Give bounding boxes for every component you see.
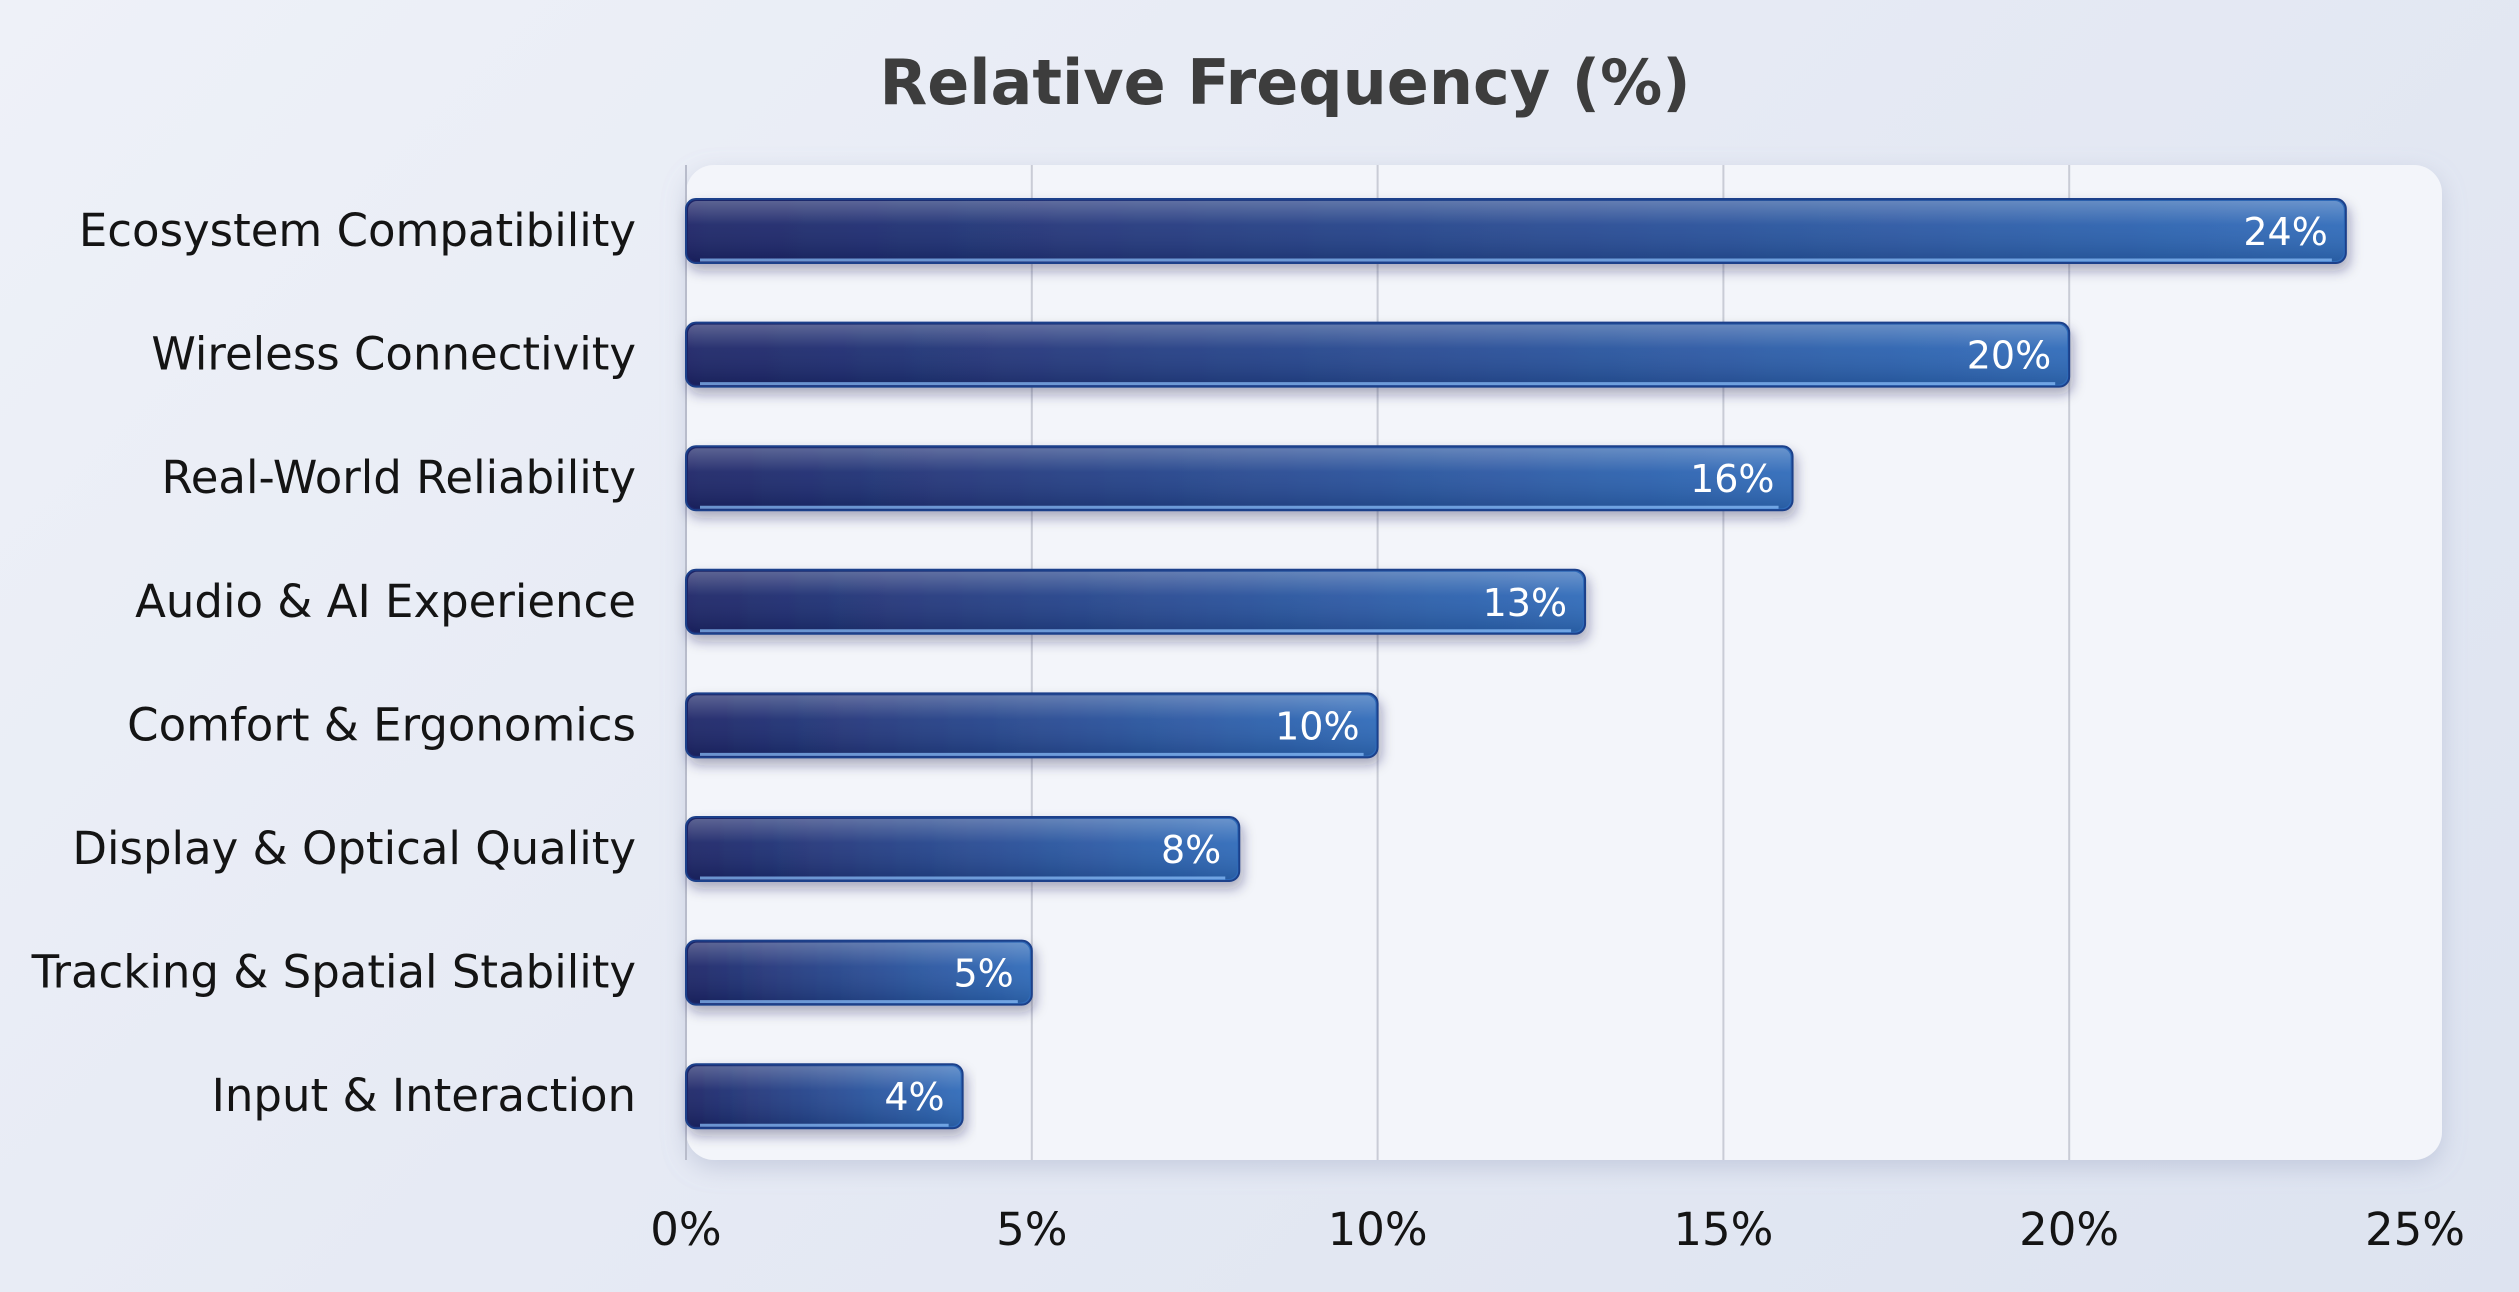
category-label: Tracking & Spatial Stability	[31, 946, 636, 999]
bar-gloss	[688, 695, 1376, 756]
category-label: Input & Interaction	[212, 1069, 636, 1122]
x-tick-label: 25%	[2365, 1203, 2465, 1256]
plot-panel	[686, 165, 2442, 1160]
x-tick-label: 5%	[996, 1203, 1067, 1256]
chart-title: Relative Frequency (%)	[879, 46, 1690, 119]
bar-value-label: 10%	[1275, 704, 1359, 748]
category-label: Comfort & Ergonomics	[127, 698, 636, 751]
bar-value-label: 8%	[1161, 828, 1221, 872]
bar-value-label: 16%	[1690, 457, 1774, 501]
bar-gloss	[688, 819, 1238, 879]
bar-gloss	[688, 201, 2344, 261]
bar-gloss	[688, 1066, 961, 1127]
bar-gloss	[688, 448, 1791, 509]
bar-value-label: 20%	[1967, 334, 2051, 378]
category-label: Wireless Connectivity	[151, 328, 636, 381]
bar-value-label: 4%	[884, 1075, 944, 1119]
x-tick-label: 15%	[1673, 1203, 1773, 1256]
bar-gloss	[688, 942, 1030, 1003]
x-tick-label: 10%	[1328, 1203, 1428, 1256]
category-label: Display & Optical Quality	[72, 822, 636, 875]
bar-value-label: 13%	[1483, 581, 1567, 625]
category-label: Real-World Reliability	[161, 451, 636, 504]
category-label: Ecosystem Compatibility	[79, 204, 636, 257]
category-label: Audio & AI Experience	[135, 575, 636, 628]
bar-gloss	[688, 324, 2068, 385]
bar-value-label: 5%	[954, 952, 1014, 996]
category-axis: Ecosystem Compatibility Wireless Connecti…	[31, 204, 636, 1122]
bar-value-label: 24%	[2243, 210, 2327, 254]
bar-series: 24% 20% 16% 13% 10% 8% 5% 4%	[685, 198, 2347, 1130]
x-tick-label: 0%	[650, 1203, 721, 1256]
value-axis: 0% 5% 10% 15% 20% 25%	[650, 1203, 2465, 1256]
bar-gloss	[688, 571, 1584, 632]
x-tick-label: 20%	[2019, 1203, 2119, 1256]
